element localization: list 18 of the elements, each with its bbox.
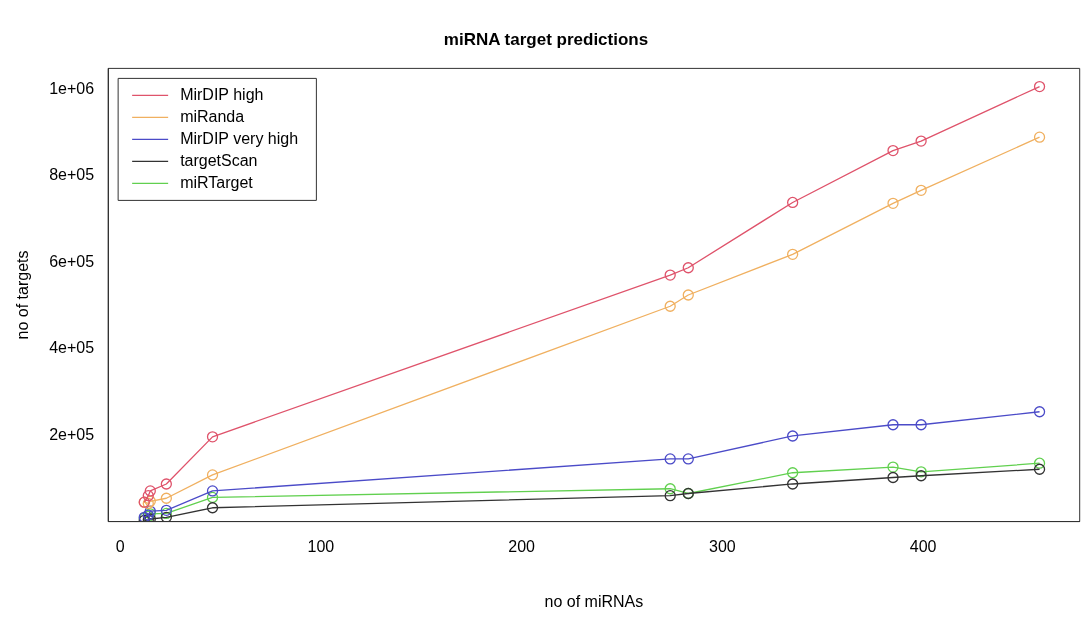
legend-label: MirDIP high: [180, 85, 264, 103]
x-tick-label: 200: [508, 537, 536, 555]
chart-title: miRNA target predictions: [443, 29, 649, 49]
legend-label: miRTarget: [180, 173, 254, 191]
legend-label: miRanda: [180, 107, 245, 125]
x-axis-title: no of miRNAs: [544, 592, 644, 610]
y-tick-label: 4e+05: [49, 339, 95, 357]
x-tick-label: 400: [909, 537, 937, 555]
y-tick-label: 2e+05: [49, 425, 95, 443]
y-tick-label: 6e+05: [49, 252, 95, 270]
x-tick-label: 100: [307, 537, 335, 555]
legend-label: targetScan: [180, 151, 258, 169]
y-axis-title: no of targets: [14, 250, 32, 340]
x-tick-label: 0: [115, 537, 125, 555]
x-tick-label: 300: [709, 537, 736, 555]
y-tick-label: 8e+05: [49, 166, 95, 184]
y-tick-label: 1e+06: [49, 79, 95, 97]
legend-label: MirDIP very high: [180, 129, 299, 147]
